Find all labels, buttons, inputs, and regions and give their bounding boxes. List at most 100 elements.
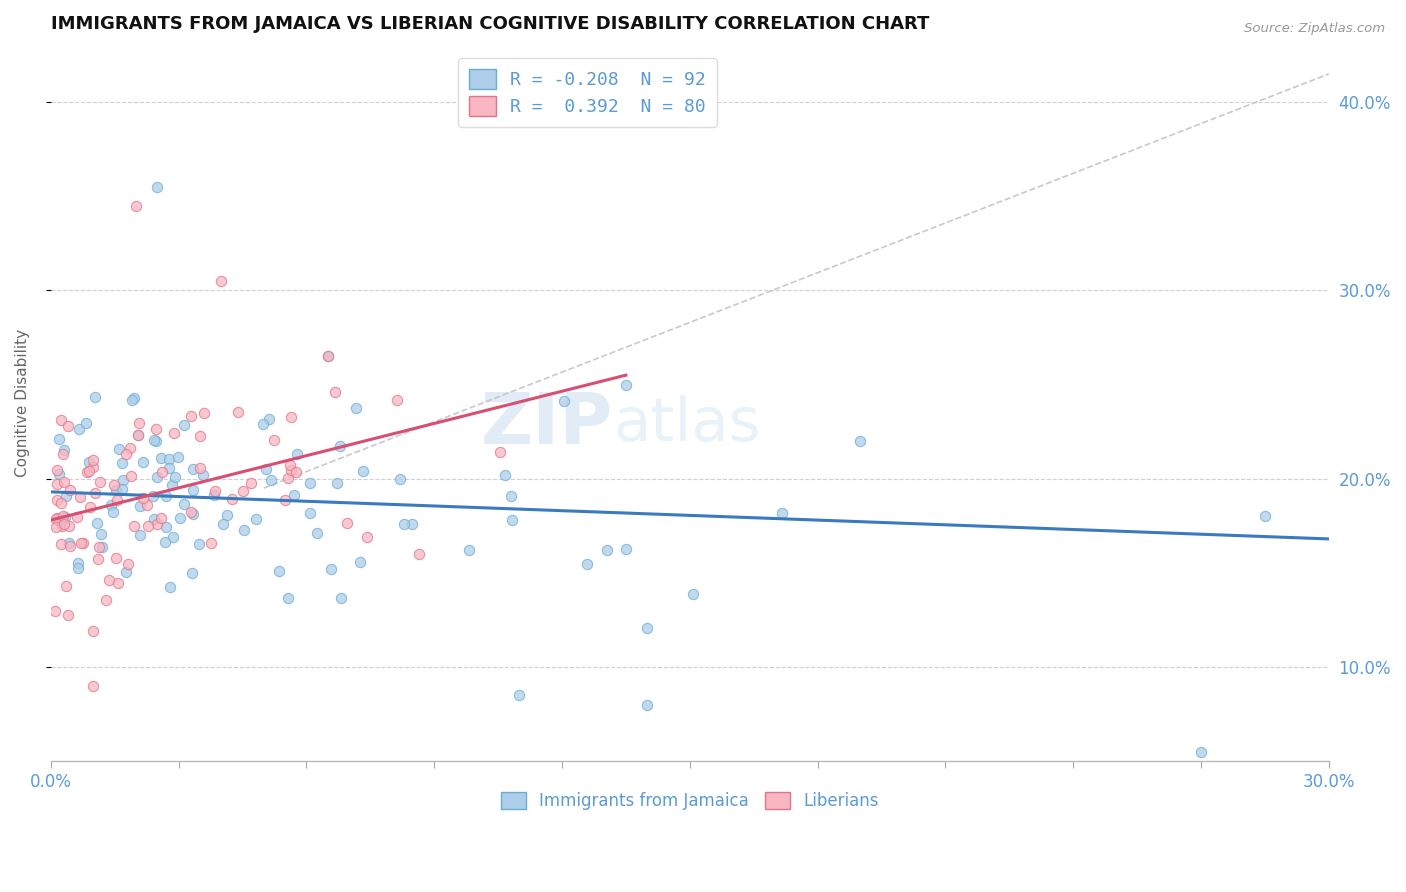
Point [153, 534, 176, 549]
Point [45, 511, 67, 525]
Point [124, 392, 146, 406]
Point [103, 477, 125, 491]
Point [173, 497, 195, 511]
Point [82, 624, 104, 639]
Point [83, 486, 105, 500]
Point [636, 622, 658, 636]
Point [336, 516, 359, 530]
Point [125, 199, 148, 213]
Point [260, 473, 283, 487]
Point [280, 410, 302, 425]
Point [91, 541, 114, 555]
Point [90, 526, 112, 541]
Point [67, 422, 90, 436]
Point [553, 393, 575, 408]
Point [86, 516, 108, 531]
Text: atlas: atlas [613, 395, 761, 454]
Point [155, 520, 177, 534]
Point [181, 462, 204, 476]
Point [269, 564, 291, 578]
Point [200, 536, 222, 550]
Y-axis label: Cognitive Disability: Cognitive Disability [15, 329, 30, 477]
Point [280, 462, 302, 476]
Point [352, 464, 374, 478]
Point [44, 604, 66, 618]
Text: Source: ZipAtlas.com: Source: ZipAtlas.com [1244, 22, 1385, 36]
Point [285, 447, 308, 461]
Point [82, 679, 104, 693]
Point [165, 470, 187, 484]
Point [508, 688, 530, 702]
Point [277, 471, 299, 485]
Point [159, 581, 181, 595]
Point [110, 482, 132, 496]
Point [188, 460, 211, 475]
Point [321, 562, 343, 576]
Point [128, 417, 150, 431]
Point [614, 541, 637, 556]
Point [576, 558, 599, 572]
Point [136, 518, 159, 533]
Point [636, 698, 658, 712]
Point [89, 475, 111, 489]
Point [278, 458, 301, 473]
Point [87, 552, 110, 566]
Point [215, 508, 238, 522]
Point [145, 517, 167, 532]
Point [494, 467, 516, 482]
Point [770, 506, 793, 520]
Point [101, 505, 124, 519]
Legend: Immigrants from Jamaica, Liberians: Immigrants from Jamaica, Liberians [494, 786, 886, 817]
Point [349, 555, 371, 569]
Point [325, 384, 347, 399]
Point [76, 465, 98, 479]
Point [52, 447, 75, 461]
Point [142, 489, 165, 503]
Point [127, 428, 149, 442]
Point [142, 512, 165, 526]
Point [51, 412, 73, 426]
Point [44, 512, 66, 526]
Point [160, 477, 183, 491]
Point [52, 475, 75, 490]
Point [145, 422, 167, 436]
Point [121, 392, 143, 407]
Point [52, 442, 75, 457]
Point [330, 591, 353, 606]
Point [155, 489, 177, 503]
Point [120, 469, 142, 483]
Point [48, 433, 70, 447]
Point [209, 274, 232, 288]
Point [146, 470, 169, 484]
Point [212, 517, 235, 532]
Point [87, 540, 110, 554]
Point [682, 587, 704, 601]
Point [344, 401, 367, 415]
Point [55, 579, 77, 593]
Point [596, 543, 619, 558]
Point [181, 507, 204, 521]
Point [118, 441, 141, 455]
Point [157, 452, 180, 467]
Point [169, 510, 191, 524]
Point [254, 461, 277, 475]
Point [499, 489, 522, 503]
Point [188, 536, 211, 550]
Point [66, 560, 89, 574]
Point [79, 500, 101, 515]
Point [392, 516, 415, 531]
Point [202, 488, 225, 502]
Point [283, 487, 305, 501]
Point [232, 483, 254, 498]
Point [299, 506, 322, 520]
Point [162, 529, 184, 543]
Point [127, 428, 149, 442]
Point [298, 476, 321, 491]
Point [193, 468, 215, 483]
Point [173, 418, 195, 433]
Point [488, 444, 510, 458]
Point [150, 466, 173, 480]
Point [83, 390, 105, 404]
Point [401, 516, 423, 531]
Point [55, 489, 77, 503]
